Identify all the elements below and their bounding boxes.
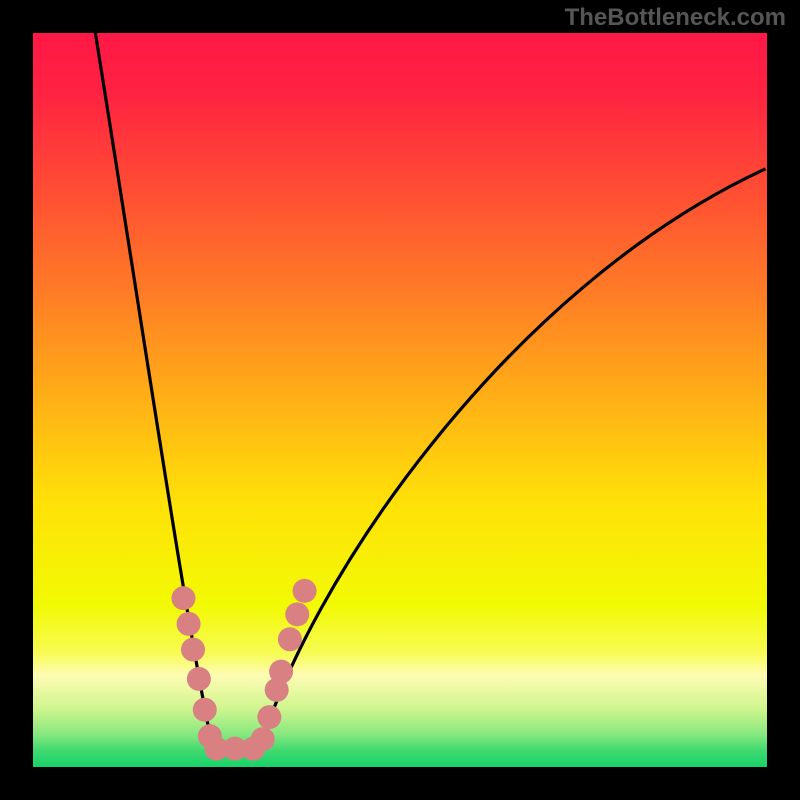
data-marker (177, 612, 201, 636)
data-marker (171, 586, 195, 610)
data-marker (278, 627, 302, 651)
data-marker (257, 705, 281, 729)
plot-area (33, 33, 767, 767)
marker-group (171, 579, 316, 761)
data-marker (187, 667, 211, 691)
watermark-text: TheBottleneck.com (565, 4, 786, 32)
curve-layer (33, 33, 767, 767)
data-marker (269, 660, 293, 684)
chart-frame: TheBottleneck.com (0, 0, 800, 800)
data-marker (181, 638, 205, 662)
data-marker (251, 727, 275, 751)
data-marker (285, 602, 309, 626)
data-marker (293, 579, 317, 603)
data-marker (193, 698, 217, 722)
